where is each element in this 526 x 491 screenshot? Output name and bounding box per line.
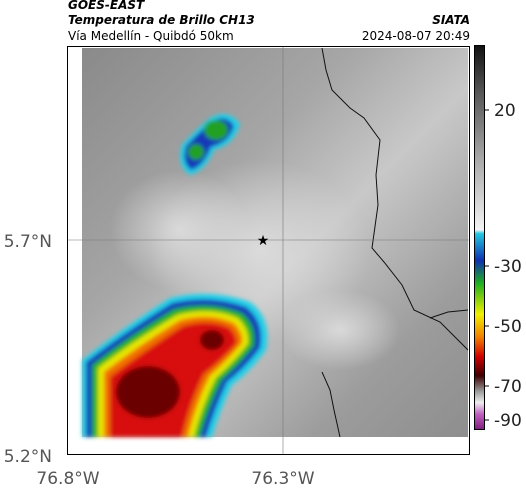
location-marker: ★	[257, 233, 270, 249]
storm-cloud-small	[180, 114, 240, 175]
colorbar: 20 -30 -50 -70 -90	[474, 45, 522, 431]
colorbar-tick-label: -70	[494, 377, 522, 397]
frame	[67, 46, 470, 455]
border-line	[321, 47, 469, 351]
lat-label: 5.2°N	[4, 447, 52, 467]
colorbar-tick-label: -50	[494, 317, 522, 337]
texture	[280, 290, 400, 370]
header: GOES-EAST Temperatura de Brillo CH13 Vía…	[68, 0, 470, 43]
axis-labels: 5.7°N 5.2°N 76.8°W 76.3°W	[4, 232, 315, 489]
borders	[321, 47, 469, 438]
lon-label: 76.3°W	[251, 469, 314, 489]
lat-label: 5.7°N	[4, 232, 52, 252]
route: Vía Medellín - Quibdó 50km	[68, 29, 234, 43]
colorbar-scale	[474, 45, 485, 430]
title: Temperatura de Brillo CH13	[68, 13, 255, 27]
border-line	[429, 309, 469, 319]
colorbar-tick-label: -30	[494, 257, 522, 277]
map-area: ★	[67, 46, 470, 455]
source: GOES-EAST	[68, 0, 145, 12]
storm-cloud-large	[82, 293, 268, 437]
texture	[110, 170, 250, 290]
colorbar-tick-label: -90	[494, 411, 522, 431]
border-line	[321, 371, 341, 438]
lon-label: 76.8°W	[36, 469, 99, 489]
colorbar-tick-label: 20	[494, 101, 516, 121]
agency: SIATA	[432, 13, 470, 27]
timestamp: 2024-08-07 20:49	[362, 29, 470, 43]
